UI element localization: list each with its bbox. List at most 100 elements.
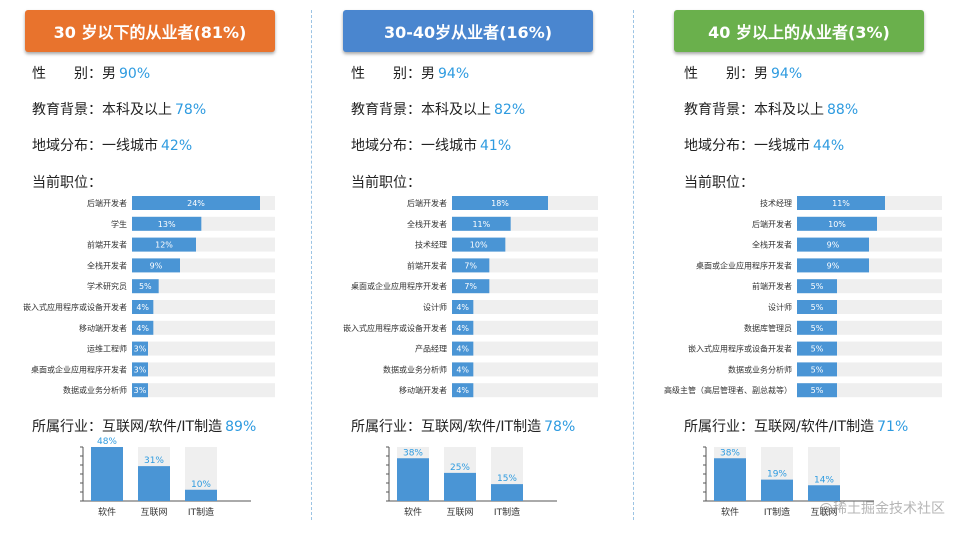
industry-label: 所属行业： xyxy=(32,419,102,435)
edu-label: 教育背景： xyxy=(351,102,421,118)
position-value-label: 3% xyxy=(134,386,147,395)
panel-header: 30-40岁从业者(16%) xyxy=(343,10,593,52)
position-value-label: 9% xyxy=(827,241,840,250)
industry-percent: 78% xyxy=(544,419,576,435)
gender-percent: 94% xyxy=(771,66,803,82)
position-title: 当前职位： xyxy=(32,175,102,191)
position-category-label: 技术经理 xyxy=(415,240,447,250)
industry-label: 所属行业： xyxy=(684,419,754,435)
industry-value-label: 31% xyxy=(144,456,164,466)
position-category-label: 数据或业务分析师 xyxy=(728,364,792,374)
industry-value-label: 19% xyxy=(767,470,787,480)
position-chart: 后端开发者 18% 全栈开发者 11% 技术经理 10% 前端开发者 7% 桌面或企业应用程序开… xyxy=(343,196,598,398)
gender-value: 男 xyxy=(754,66,768,82)
position-bar xyxy=(797,258,869,273)
position-value-label: 4% xyxy=(456,345,469,354)
industry-value-label: 48% xyxy=(97,437,117,447)
panel-divider xyxy=(311,10,312,520)
industry-value: 互联网/软件/IT制造 xyxy=(421,419,542,435)
position-category-label: 学生 xyxy=(111,219,127,229)
position-value-label: 5% xyxy=(811,365,824,374)
position-value-label: 5% xyxy=(811,282,824,291)
industry-value-label: 38% xyxy=(720,448,740,458)
industry-category-label: IT制造 xyxy=(764,506,790,518)
position-value-label: 4% xyxy=(136,324,149,333)
industry-stat: 所属行业：互联网/软件/IT制造 89% xyxy=(32,416,256,436)
edu-label: 教育背景： xyxy=(684,102,754,118)
position-bar xyxy=(452,300,474,314)
position-bar xyxy=(132,216,202,231)
watermark: @稀土掘金技术社区 xyxy=(819,501,945,517)
industry-value: 互联网/软件/IT制造 xyxy=(102,419,223,435)
position-bar xyxy=(132,362,148,377)
industry-bar xyxy=(185,489,217,501)
position-bar xyxy=(452,362,474,377)
industry-percent: 71% xyxy=(877,419,909,435)
industry-bar xyxy=(761,479,793,501)
position-category-label: 数据或业务分析师 xyxy=(383,364,447,374)
position-category-label: 移动端开发者 xyxy=(79,323,127,333)
position-title: 当前职位： xyxy=(684,175,754,191)
position-bar xyxy=(132,237,196,252)
position-bar xyxy=(797,216,877,231)
position-bar xyxy=(452,383,474,398)
position-track xyxy=(452,341,598,356)
industry-category-label: 互联网 xyxy=(446,507,473,518)
position-category-label: 高级主管（高层管理者、副总裁等） xyxy=(664,385,792,395)
position-chart: 技术经理 11% 后端开发者 10% 全栈开发者 9% 桌面或企业应用程序开发者 9% 前端开发… xyxy=(664,196,942,398)
panel-divider xyxy=(633,10,634,520)
position-category-label: 全栈开发者 xyxy=(407,219,447,229)
position-category-label: 后端开发者 xyxy=(752,219,792,229)
industry-bar xyxy=(444,472,476,501)
gender-value: 男 xyxy=(421,66,435,82)
edu-percent: 82% xyxy=(494,102,526,118)
region-stat: 地域分布：一线城市 44% xyxy=(684,135,844,155)
industry-value-label: 10% xyxy=(191,480,211,490)
position-bar xyxy=(452,341,474,356)
position-track xyxy=(132,383,275,398)
position-track xyxy=(452,300,598,314)
position-category-label: 桌面或企业应用程序开发者 xyxy=(351,281,447,291)
position-track xyxy=(132,341,275,356)
position-track xyxy=(452,362,598,377)
position-category-label: 桌面或企业应用程序开发者 xyxy=(696,260,792,270)
position-bar xyxy=(132,383,148,398)
industry-bar xyxy=(91,447,123,501)
industry-stat: 所属行业：互联网/软件/IT制造 71% xyxy=(684,416,908,436)
region-percent: 42% xyxy=(161,138,193,154)
position-category-label: 数据库管理员 xyxy=(744,323,792,333)
position-bar xyxy=(797,362,837,377)
industry-percent: 89% xyxy=(225,419,257,435)
position-track xyxy=(452,383,598,398)
position-title: 当前职位： xyxy=(351,175,421,191)
position-bar xyxy=(132,320,154,335)
position-category-label: 嵌入式应用程序或设备开发者 xyxy=(343,323,447,333)
position-track xyxy=(132,320,275,335)
position-bar xyxy=(132,279,159,294)
industry-category-label: 软件 xyxy=(721,506,739,518)
position-bar xyxy=(132,196,260,210)
position-category-label: 运维工程师 xyxy=(87,344,127,354)
position-value-label: 7% xyxy=(464,261,477,270)
industry-category-label: 互联网 xyxy=(140,507,167,518)
region-percent: 41% xyxy=(480,138,512,154)
position-bar xyxy=(132,341,148,356)
edu-stat: 教育背景：本科及以上 88% xyxy=(684,99,858,119)
position-track xyxy=(132,362,275,377)
position-value-label: 11% xyxy=(472,220,490,229)
region-label: 地域分布： xyxy=(684,138,754,154)
industry-category-label: 软件 xyxy=(404,506,422,518)
position-category-label: 后端开发者 xyxy=(87,198,127,208)
position-category-label: 数据或业务分析师 xyxy=(63,385,127,395)
position-track xyxy=(132,279,275,294)
panel-header: 30 岁以下的从业者(81%) xyxy=(25,10,275,52)
region-value: 一线城市 xyxy=(102,138,158,154)
gender-stat: 性 别：男 94% xyxy=(684,63,802,83)
position-bar xyxy=(132,300,154,314)
edu-stat: 教育背景：本科及以上 82% xyxy=(351,99,525,119)
position-value-label: 13% xyxy=(158,220,176,229)
edu-percent: 78% xyxy=(175,102,207,118)
industry-category-label: IT制造 xyxy=(494,506,520,518)
position-value-label: 24% xyxy=(187,199,205,208)
position-value-label: 5% xyxy=(811,386,824,395)
